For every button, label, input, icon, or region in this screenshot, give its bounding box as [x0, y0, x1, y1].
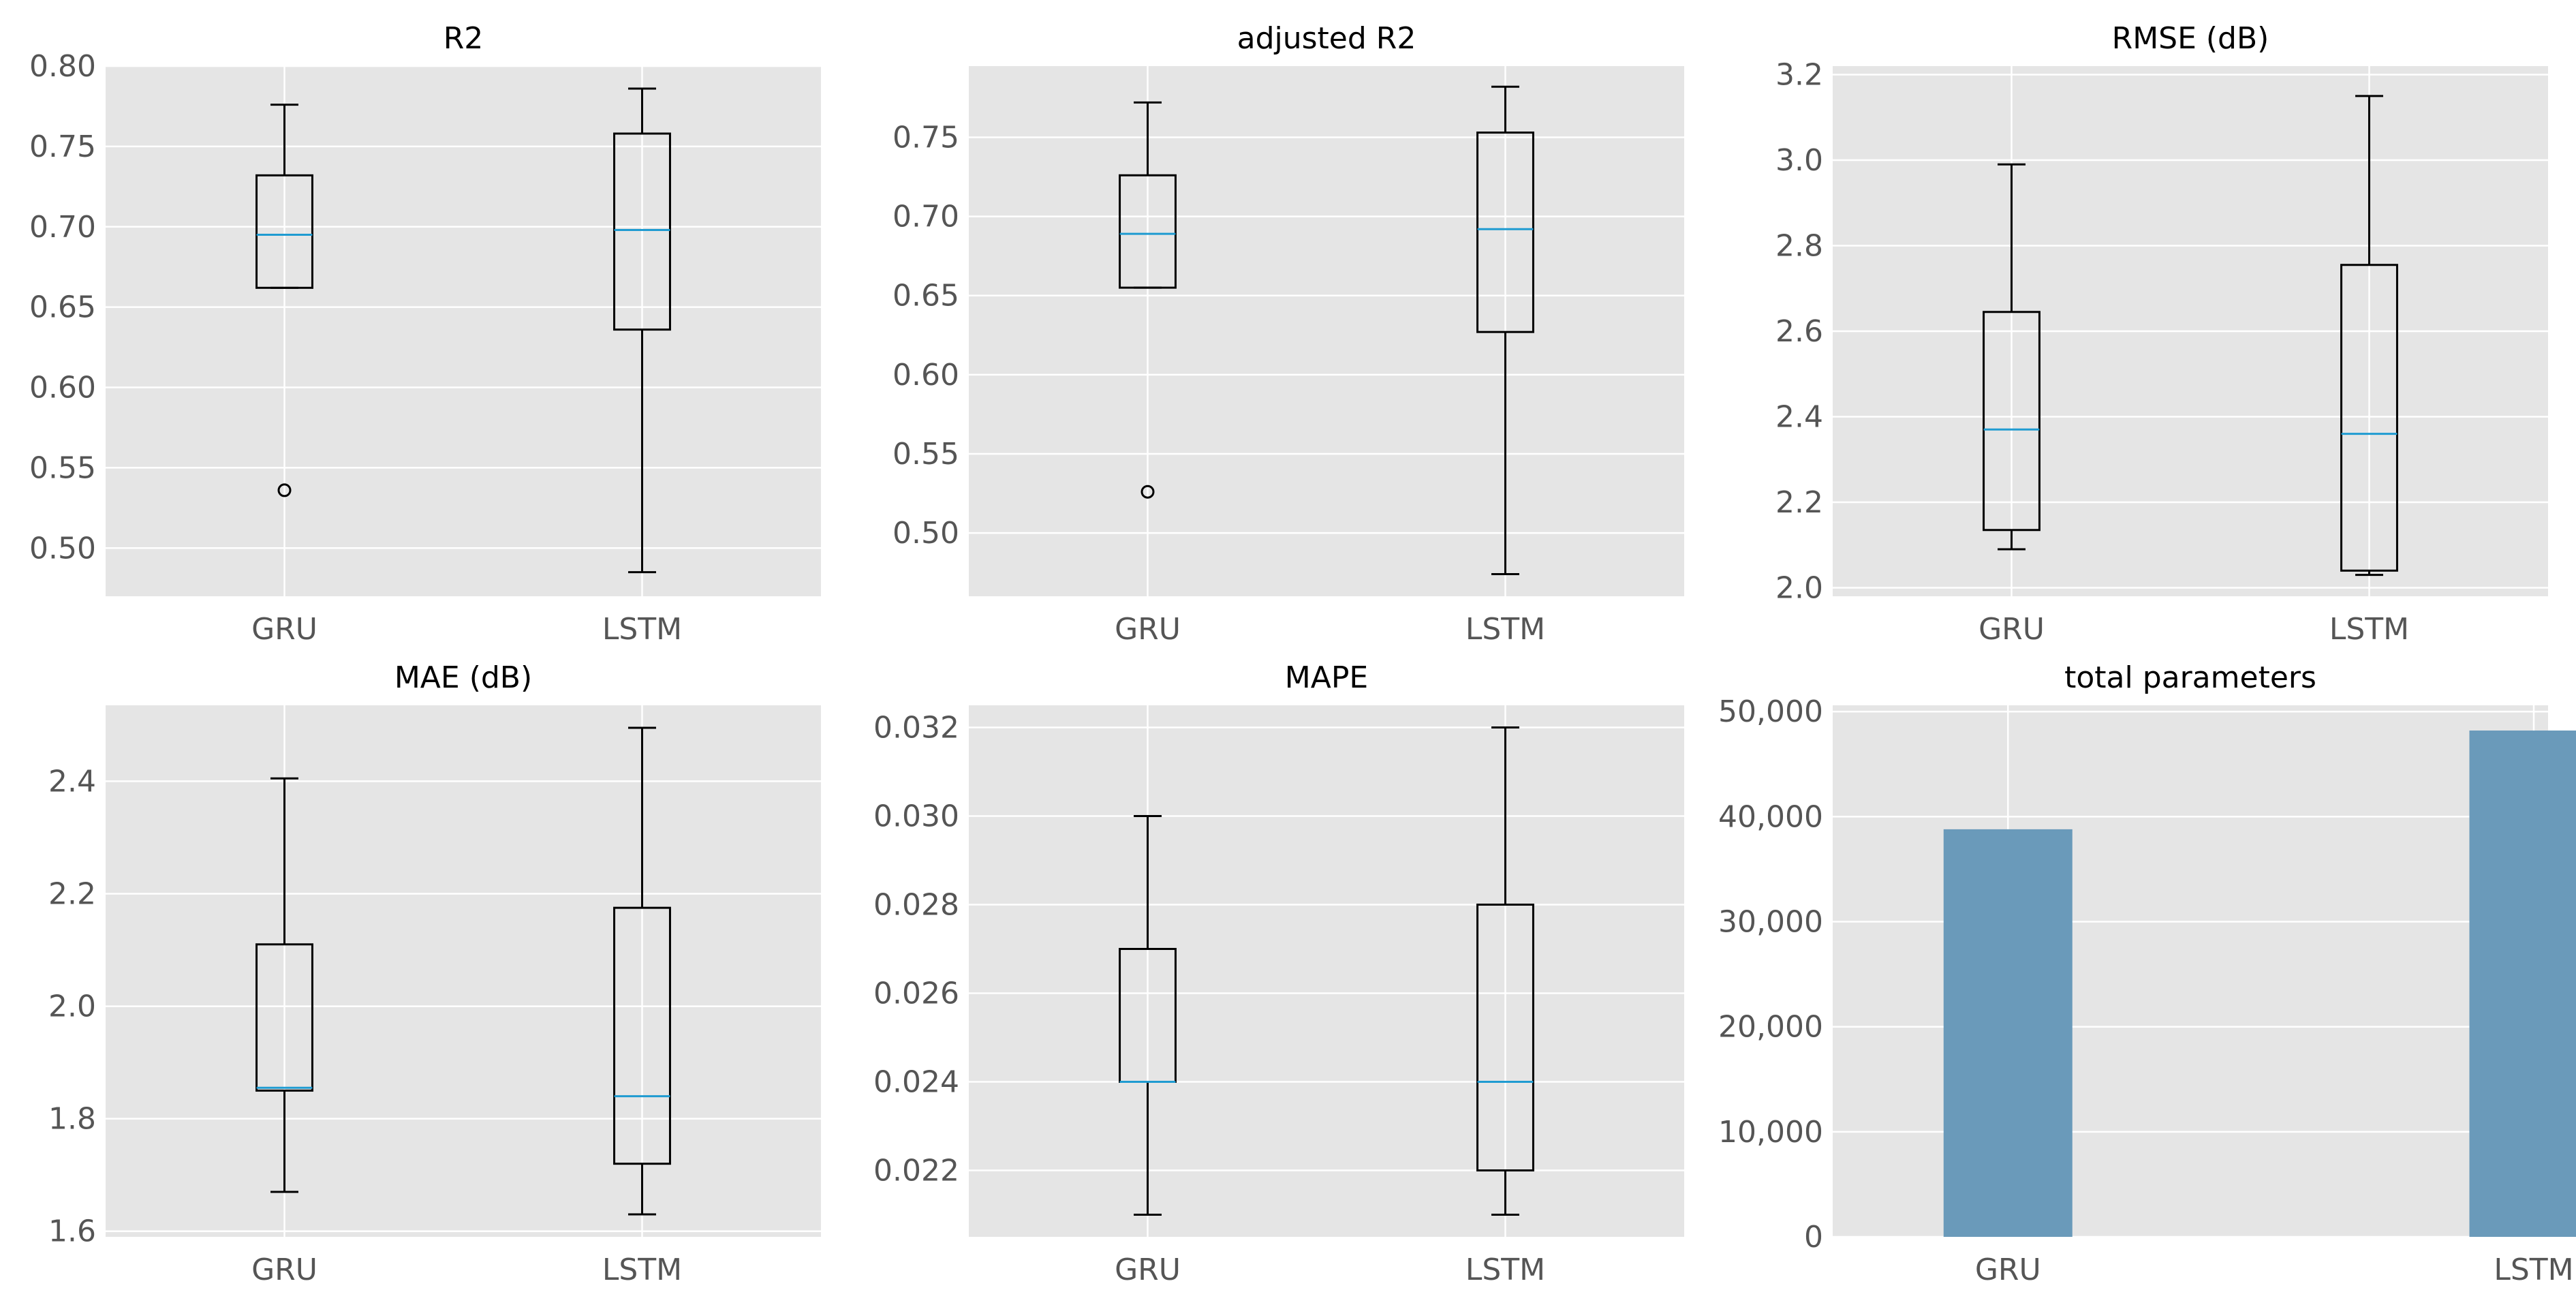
y-tick-label: 0.80: [29, 49, 96, 84]
subplot-5: 0.022 0.024 0.026 0.028 0.030 0.032 GRU LSTM MAP…: [873, 660, 1684, 1287]
x-tick-label: GRU: [1115, 1253, 1181, 1287]
box-lstm: [2340, 95, 2398, 577]
y-tick-label: 0.70: [893, 200, 959, 234]
subplot-1: 0.50 0.55 0.60 0.65 0.70 0.75 0.80 GRU LSTM R2: [29, 21, 821, 647]
subplot-2: 0.50 0.55 0.60 0.65 0.70 0.75 GRU LSTM adjusted …: [893, 21, 1684, 647]
subplot-4: 1.6 1.8 2.0 2.2 2.4 GRU LSTM MAE (dB): [48, 660, 821, 1287]
subplot-title: MAE (dB): [394, 660, 532, 695]
box-gru: [1119, 815, 1177, 1216]
y-tick-label: 40,000: [1718, 799, 1823, 834]
y-tick-label: 2.4: [48, 764, 96, 799]
y-tick-label: 0.024: [873, 1065, 959, 1100]
y-tick-label: 0: [1804, 1220, 1823, 1255]
iqr-box: [255, 943, 313, 1092]
y-tick-label: 2.2: [48, 877, 96, 912]
box-lstm: [1476, 85, 1534, 575]
subplot-title: RMSE (dB): [2112, 21, 2269, 56]
subplot-title: total parameters: [2064, 660, 2316, 695]
subplot-title: R2: [444, 21, 484, 56]
iqr-box: [613, 132, 671, 331]
y-tick-label: 0.55: [893, 437, 959, 472]
box-lstm: [1476, 726, 1534, 1216]
x-tick-label: GRU: [1115, 612, 1181, 647]
y-tick-label: 0.50: [893, 516, 959, 551]
iqr-box: [613, 906, 671, 1165]
y-tick-label: 20,000: [1718, 1010, 1823, 1045]
y-tick-label: 0.60: [29, 371, 96, 405]
y-tick-label: 30,000: [1718, 905, 1823, 940]
y-tick-label: 0.75: [29, 129, 96, 164]
y-tick-label: 0.026: [873, 977, 959, 1011]
outlier-point: [277, 483, 292, 497]
x-tick-label: LSTM: [1465, 1253, 1545, 1287]
y-tick-label: 2.6: [1775, 314, 1823, 349]
y-tick-label: 0.022: [873, 1154, 959, 1188]
x-tick-label: GRU: [1978, 612, 2045, 647]
plot-area: [106, 705, 821, 1237]
y-tick-label: 1.6: [48, 1214, 96, 1249]
box-gru: [255, 104, 313, 497]
subplot-title: MAPE: [1285, 660, 1368, 695]
box-gru: [1119, 101, 1177, 499]
iqr-box: [1983, 311, 2040, 532]
y-tick-label: 0.028: [873, 888, 959, 923]
subplot-title: adjusted R2: [1237, 21, 1416, 56]
x-tick-label: LSTM: [602, 612, 682, 647]
y-tick-label: 2.0: [48, 989, 96, 1024]
y-tick-label: 2.2: [1775, 485, 1823, 520]
y-tick-label: 2.8: [1775, 229, 1823, 264]
y-tick-label: 0.70: [29, 210, 96, 245]
y-tick-label: 2.4: [1775, 399, 1823, 434]
y-tick-label: 3.0: [1775, 143, 1823, 178]
iqr-box: [1476, 132, 1534, 333]
y-tick-label: 0.65: [893, 279, 959, 313]
bar-gru: [1943, 829, 2073, 1237]
iqr-box: [255, 174, 313, 289]
iqr-box: [1119, 174, 1177, 289]
bar-lstm: [2469, 730, 2576, 1237]
iqr-box: [2340, 264, 2398, 572]
x-tick-label: LSTM: [602, 1253, 682, 1287]
x-tick-label: LSTM: [2494, 1253, 2573, 1287]
y-tick-label: 0.032: [873, 711, 959, 746]
iqr-box: [1476, 904, 1534, 1171]
y-tick-label: 2.0: [1775, 570, 1823, 605]
x-tick-label: GRU: [251, 1253, 317, 1287]
y-tick-label: 0.55: [29, 450, 96, 485]
y-tick-label: 3.2: [1775, 58, 1823, 93]
y-tick-label: 0.75: [893, 121, 959, 155]
box-lstm: [613, 87, 671, 574]
y-tick-label: 0.030: [873, 799, 959, 834]
box-gru: [255, 777, 313, 1193]
y-tick-label: 50,000: [1718, 694, 1823, 729]
y-tick-label: 10,000: [1718, 1115, 1823, 1150]
x-tick-label: GRU: [251, 612, 317, 647]
plot-area: [1833, 705, 2548, 1237]
subplot-3: 2.0 2.2 2.4 2.6 2.8 3.0 3.2 GRU LSTM RMSE (dB): [1775, 21, 2548, 647]
x-tick-label: LSTM: [2329, 612, 2409, 647]
y-tick-label: 0.60: [893, 358, 959, 393]
plot-area: [106, 66, 821, 596]
plot-area: [969, 66, 1684, 596]
plot-area: [969, 705, 1684, 1237]
y-tick-label: 0.50: [29, 531, 96, 566]
box-gru: [1983, 163, 2040, 551]
subplot-6: 0 10,000 20,000 30,000 40,000 50,000 GRU LSTM to…: [1718, 660, 2576, 1287]
outlier-point: [1140, 485, 1155, 499]
box-lstm: [613, 726, 671, 1216]
x-tick-label: GRU: [1975, 1253, 2041, 1287]
y-tick-label: 0.65: [29, 290, 96, 325]
x-tick-label: LSTM: [1465, 612, 1545, 647]
y-tick-label: 1.8: [48, 1102, 96, 1137]
